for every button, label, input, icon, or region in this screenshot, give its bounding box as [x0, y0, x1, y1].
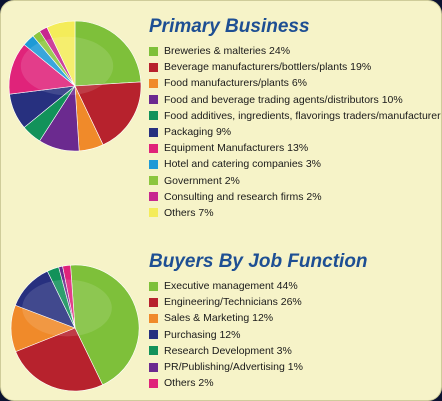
legend-swatch [149, 46, 158, 56]
legend-label: Hotel and catering companies 3% [164, 158, 322, 171]
legend-item-pr-publishing-advertising: PR/Publishing/Advertising 1% [149, 359, 303, 375]
legend-label: PR/Publishing/Advertising 1% [164, 361, 303, 374]
legend-swatch [149, 378, 158, 388]
legend-item-beverage-manufacturers-bottlers-plants: Beverage manufacturers/bottlers/plants 1… [149, 59, 441, 75]
job-function-title: Buyers By Job Function [149, 251, 368, 272]
legend-item-others: Others 7% [149, 205, 441, 221]
pie-slice-beverage-manufacturers-bottlers-plants [74, 81, 142, 146]
pie-slice-engineering-technicians [15, 327, 104, 392]
legend-item-food-and-beverage-trading-agents-distributors: Food and beverage trading agents/distrib… [149, 92, 441, 108]
legend-swatch [149, 143, 158, 153]
primary-business-title: Primary Business [149, 16, 310, 37]
legend-item-hotel-and-catering-companies: Hotel and catering companies 3% [149, 156, 441, 172]
legend-swatch [149, 362, 158, 372]
legend-label: Sales & Marketing 12% [164, 312, 274, 325]
legend-label: Food additives, ingredients, flavorings … [164, 109, 442, 122]
primary-business-legend: Breweries & malteries 24% Beverage manufa… [149, 43, 442, 221]
legend-swatch [149, 192, 158, 202]
legend-item-sales-and-marketing: Sales & Marketing 12% [149, 310, 303, 326]
legend-item-equipment-manufacturers: Equipment Manufacturers 13% [149, 140, 441, 156]
legend-swatch [149, 346, 158, 356]
legend-label: Purchasing 12% [164, 328, 241, 341]
legend-label: Government 2% [164, 174, 240, 187]
legend-swatch [149, 208, 158, 218]
job-function-pie [10, 264, 140, 392]
legend-item-food-additives-ingredients-flavorings-traders-manufacturers: Food additives, ingredients, flavorings … [149, 108, 442, 124]
legend-label: Consulting and research firms 2% [164, 190, 322, 203]
legend-label: Packaging 9% [164, 126, 232, 139]
legend-label: Research Development 3% [164, 344, 292, 357]
pie-slice-others [62, 264, 76, 329]
legend-swatch [149, 281, 158, 291]
legend-swatch [149, 95, 158, 105]
legend-item-others: Others 2% [149, 375, 303, 391]
legend-item-purchasing: Purchasing 12% [149, 327, 303, 343]
legend-label: Others 7% [164, 206, 214, 219]
job-function-legend: Executive management 44% Engineering/Tech… [149, 278, 303, 391]
legend-swatch [149, 313, 158, 323]
legend-label: Beverage manufacturers/bottlers/plants 1… [164, 61, 372, 74]
legend-item-breweries-and-malteries: Breweries & malteries 24% [149, 43, 441, 59]
legend-swatch [149, 78, 158, 88]
legend-swatch [149, 176, 158, 186]
primary-business-pie [8, 20, 142, 152]
pie-highlight [22, 279, 112, 337]
legend-item-food-manufacturers-plants: Food manufacturers/plants 6% [149, 75, 441, 91]
legend-swatch [149, 62, 158, 72]
legend-swatch [149, 127, 158, 137]
legend-item-engineering-technicians: Engineering/Technicians 26% [149, 294, 303, 310]
legend-label: Equipment Manufacturers 13% [164, 142, 309, 155]
legend-swatch [149, 159, 158, 169]
legend-item-consulting-and-research-firms: Consulting and research firms 2% [149, 189, 441, 205]
pie-slice-executive-management [70, 264, 140, 386]
pie-slice-breweries-and-malteries [74, 20, 142, 87]
legend-item-packaging: Packaging 9% [149, 124, 441, 140]
legend-label: Food and beverage trading agents/distrib… [164, 93, 403, 106]
pie-highlight [20, 36, 114, 96]
legend-item-executive-management: Executive management 44% [149, 278, 303, 294]
legend-label: Executive management 44% [164, 280, 298, 293]
legend-label: Engineering/Technicians 26% [164, 296, 302, 309]
legend-swatch [149, 297, 158, 307]
pie-slice-others [46, 20, 76, 87]
legend-swatch [149, 330, 158, 340]
legend-swatch [149, 111, 158, 121]
legend-item-research-development: Research Development 3% [149, 343, 303, 359]
legend-label: Others 2% [164, 377, 214, 390]
legend-item-government: Government 2% [149, 173, 441, 189]
legend-label: Food manufacturers/plants 6% [164, 77, 307, 90]
legend-label: Breweries & malteries 24% [164, 45, 291, 58]
